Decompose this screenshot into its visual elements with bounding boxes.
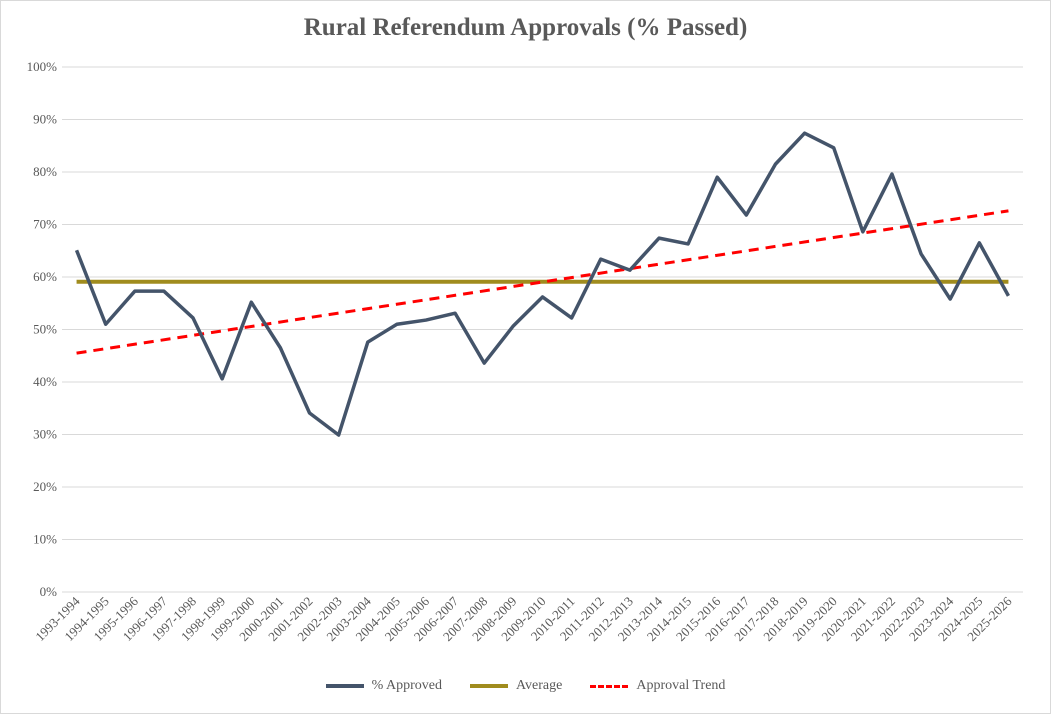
y-tick-label: 70% <box>33 217 57 232</box>
trend-line <box>76 209 1009 355</box>
legend: % Approved Average Approval Trend <box>0 678 1051 694</box>
y-tick-label: 80% <box>33 164 57 179</box>
y-tick-label: 40% <box>33 374 57 389</box>
y-tick-label: 30% <box>33 427 57 442</box>
y-tick-label: 100% <box>27 59 58 74</box>
legend-swatch <box>325 684 364 688</box>
legend-label: Average <box>515 678 563 693</box>
legend-item: Approval Trend <box>590 678 725 694</box>
y-tick-label: 0% <box>40 584 58 599</box>
legend-swatch <box>469 684 508 688</box>
legend-item: Average <box>469 678 563 694</box>
y-tick-label: 50% <box>33 322 57 337</box>
approved-series-line <box>74 131 1010 437</box>
legend-label: Approval Trend <box>636 678 726 693</box>
legend-label: % Approved <box>371 678 442 693</box>
chart-title: Rural Referendum Approvals (% Passed) <box>303 14 748 41</box>
y-tick-label: 60% <box>33 269 57 284</box>
y-tick-label: 90% <box>33 112 57 127</box>
legend-item: % Approved <box>325 678 442 694</box>
y-tick-label: 20% <box>33 479 57 494</box>
legend-swatch <box>590 684 629 688</box>
y-tick-label: 10% <box>33 532 57 547</box>
